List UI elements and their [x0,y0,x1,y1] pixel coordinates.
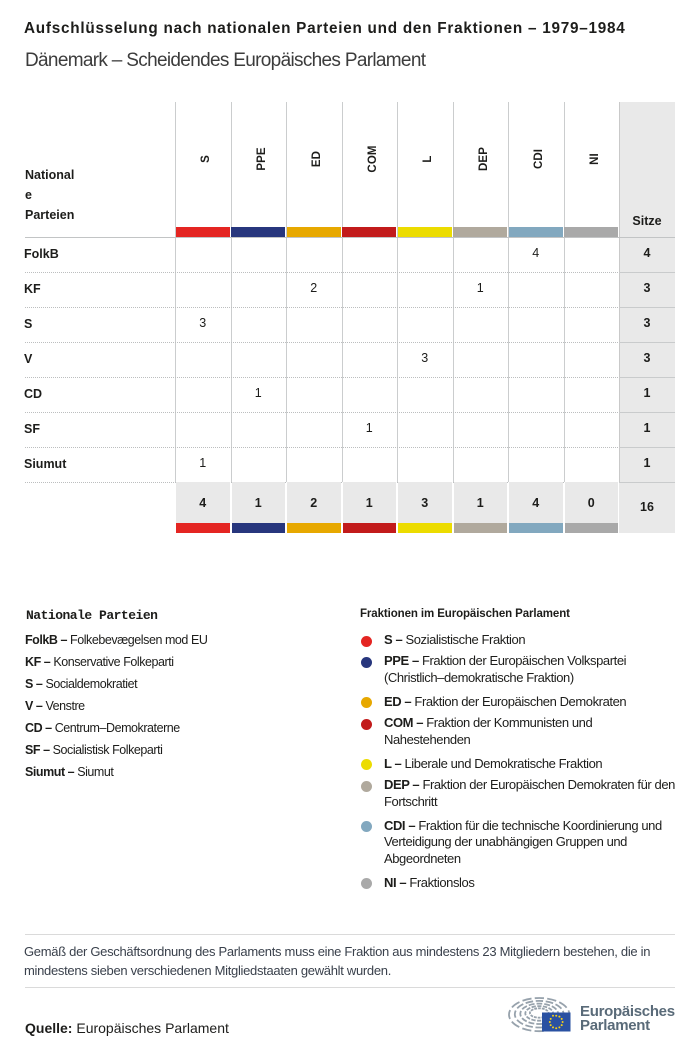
svg-text:Parlament: Parlament [580,1017,650,1034]
svg-text:Europäisches: Europäisches [580,1003,675,1020]
